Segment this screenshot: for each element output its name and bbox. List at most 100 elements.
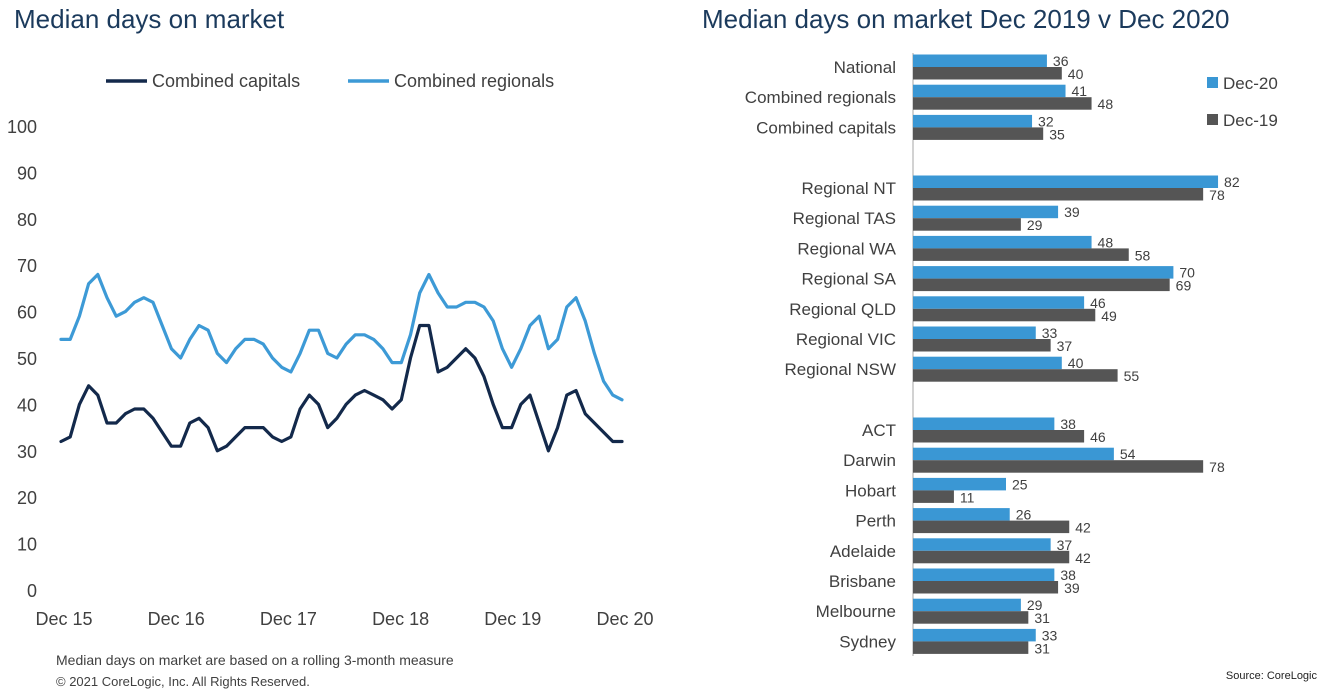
legend-swatch bbox=[1207, 77, 1218, 88]
legend-label: Dec-19 bbox=[1223, 111, 1278, 130]
bar-value-label: 39 bbox=[1064, 580, 1080, 596]
y-tick-label: 60 bbox=[17, 303, 37, 323]
bar-dec20 bbox=[913, 266, 1174, 279]
bar-value-label: 33 bbox=[1042, 627, 1058, 643]
bar-value-label: 54 bbox=[1120, 446, 1136, 462]
bar-dec20 bbox=[913, 235, 1092, 249]
y-tick-label: 0 bbox=[27, 581, 37, 601]
bar-dec20 bbox=[913, 54, 1047, 67]
line-chart-title: Median days on market bbox=[14, 4, 285, 34]
bar-value-label: 31 bbox=[1034, 610, 1050, 626]
bar-value-label: 69 bbox=[1176, 278, 1192, 294]
bar-value-label: 29 bbox=[1027, 597, 1043, 613]
bar-value-label: 38 bbox=[1060, 567, 1076, 583]
bar-dec19 bbox=[913, 460, 1204, 473]
bar-value-label: 11 bbox=[960, 489, 975, 505]
bar-dec19 bbox=[913, 278, 1170, 292]
bar-dec19 bbox=[913, 188, 1204, 201]
bar-dec20 bbox=[913, 326, 1036, 339]
bar-dec20 bbox=[913, 477, 1006, 491]
bar-dec19 bbox=[913, 339, 1051, 352]
bar-dec19 bbox=[913, 369, 1118, 382]
bar-category-label: Regional VIC bbox=[796, 330, 896, 349]
source-note: Source: CoreLogic bbox=[1225, 670, 1317, 682]
bar-value-label: 37 bbox=[1057, 537, 1073, 553]
bar-dec20 bbox=[913, 417, 1055, 430]
bar-value-label: 31 bbox=[1034, 640, 1050, 656]
bar-dec20 bbox=[913, 175, 1219, 188]
bar-dec19 bbox=[913, 218, 1021, 231]
series-line bbox=[59, 323, 624, 453]
bar-value-label: 35 bbox=[1049, 126, 1065, 142]
legend-label: Dec-20 bbox=[1223, 74, 1278, 93]
bar-value-label: 49 bbox=[1101, 308, 1117, 324]
bar-value-label: 42 bbox=[1075, 520, 1091, 536]
y-tick-label: 30 bbox=[17, 442, 37, 462]
bar-category-label: ACT bbox=[862, 421, 896, 440]
bar-dec20 bbox=[913, 538, 1051, 551]
bar-value-label: 48 bbox=[1098, 234, 1114, 250]
legend-swatch bbox=[1207, 114, 1218, 125]
bar-category-label: Combined capitals bbox=[756, 118, 896, 137]
bar-category-label: Darwin bbox=[843, 451, 896, 470]
y-tick-label: 50 bbox=[17, 349, 37, 369]
bar-dec19 bbox=[913, 127, 1044, 140]
bar-value-label: 78 bbox=[1209, 459, 1225, 475]
bar-dec19 bbox=[913, 611, 1029, 624]
legend-label: Combined regionals bbox=[394, 71, 554, 91]
bar-dec19 bbox=[913, 248, 1129, 261]
bar-value-label: 41 bbox=[1072, 83, 1088, 99]
legend-label: Combined capitals bbox=[152, 71, 300, 91]
bar-dec19 bbox=[913, 581, 1059, 594]
bar-category-label: Perth bbox=[855, 512, 896, 531]
x-tick-label: Dec 15 bbox=[35, 609, 92, 629]
bar-category-label: Melbourne bbox=[816, 602, 896, 621]
bar-dec20 bbox=[913, 598, 1021, 612]
y-tick-label: 20 bbox=[17, 488, 37, 508]
bar-dec20 bbox=[913, 296, 1085, 309]
bar-value-label: 36 bbox=[1053, 53, 1069, 69]
bar-value-label: 46 bbox=[1090, 295, 1106, 311]
x-tick-label: Dec 20 bbox=[596, 609, 653, 629]
x-tick-label: Dec 18 bbox=[372, 609, 429, 629]
bar-value-label: 37 bbox=[1057, 338, 1073, 354]
y-tick-label: 40 bbox=[17, 395, 37, 415]
bar-dec20 bbox=[913, 568, 1055, 581]
bar-category-label: Regional QLD bbox=[789, 300, 896, 319]
bar-value-label: 82 bbox=[1224, 174, 1240, 190]
y-tick-label: 90 bbox=[17, 163, 37, 183]
bar-dec20 bbox=[913, 508, 1010, 521]
bar-value-label: 55 bbox=[1124, 368, 1140, 384]
bar-value-label: 26 bbox=[1016, 507, 1032, 523]
bar-dec19 bbox=[913, 430, 1085, 443]
bar-dec19 bbox=[913, 490, 954, 503]
y-tick-label: 100 bbox=[7, 117, 37, 137]
bar-category-label: Regional TAS bbox=[793, 209, 896, 228]
y-tick-label: 70 bbox=[17, 256, 37, 276]
y-tick-label: 10 bbox=[17, 535, 37, 555]
x-tick-label: Dec 19 bbox=[484, 609, 541, 629]
y-tick-label: 80 bbox=[17, 210, 37, 230]
bar-chart-title: Median days on market Dec 2019 v Dec 202… bbox=[702, 4, 1230, 34]
bar-dec19 bbox=[913, 641, 1029, 654]
bar-category-label: Regional WA bbox=[797, 239, 896, 258]
copyright-notice: © 2021 CoreLogic, Inc. All Rights Reserv… bbox=[56, 674, 310, 689]
bar-value-label: 78 bbox=[1209, 187, 1225, 203]
series-line bbox=[59, 272, 624, 402]
bar-dec19 bbox=[913, 67, 1062, 80]
bar-category-label: Hobart bbox=[845, 481, 896, 500]
bar-dec20 bbox=[913, 205, 1059, 219]
bar-value-label: 40 bbox=[1068, 355, 1084, 371]
bar-value-label: 38 bbox=[1060, 416, 1076, 432]
bar-value-label: 33 bbox=[1042, 325, 1058, 341]
bar-category-label: Brisbane bbox=[829, 572, 896, 591]
bar-dec20 bbox=[913, 114, 1033, 128]
bar-value-label: 40 bbox=[1068, 66, 1084, 82]
bar-category-label: National bbox=[834, 58, 896, 77]
bar-category-label: Adelaide bbox=[830, 542, 896, 561]
bar-category-label: Regional SA bbox=[801, 270, 896, 289]
bar-value-label: 25 bbox=[1012, 476, 1028, 492]
bar-dec19 bbox=[913, 550, 1070, 564]
bar-category-label: Regional NSW bbox=[785, 360, 897, 379]
